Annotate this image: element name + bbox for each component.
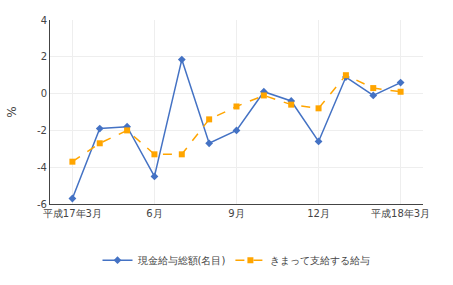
svg-text:6月: 6月: [146, 208, 162, 219]
svg-text:4: 4: [41, 15, 47, 26]
svg-text:2: 2: [41, 51, 47, 62]
svg-text:12月: 12月: [307, 208, 330, 219]
svg-text:-4: -4: [37, 162, 47, 173]
svg-text:現金給与総額(名目): 現金給与総額(名目): [138, 255, 226, 266]
svg-text:%: %: [5, 106, 19, 117]
svg-text:-2: -2: [37, 125, 47, 136]
svg-text:きまって支給する給与: きまって支給する給与: [270, 255, 370, 266]
svg-text:平成18年3月: 平成18年3月: [371, 208, 430, 219]
svg-text:-6: -6: [37, 199, 47, 210]
svg-text:0: 0: [41, 88, 47, 99]
svg-text:平成17年3月: 平成17年3月: [43, 208, 102, 219]
svg-text:9月: 9月: [228, 208, 244, 219]
